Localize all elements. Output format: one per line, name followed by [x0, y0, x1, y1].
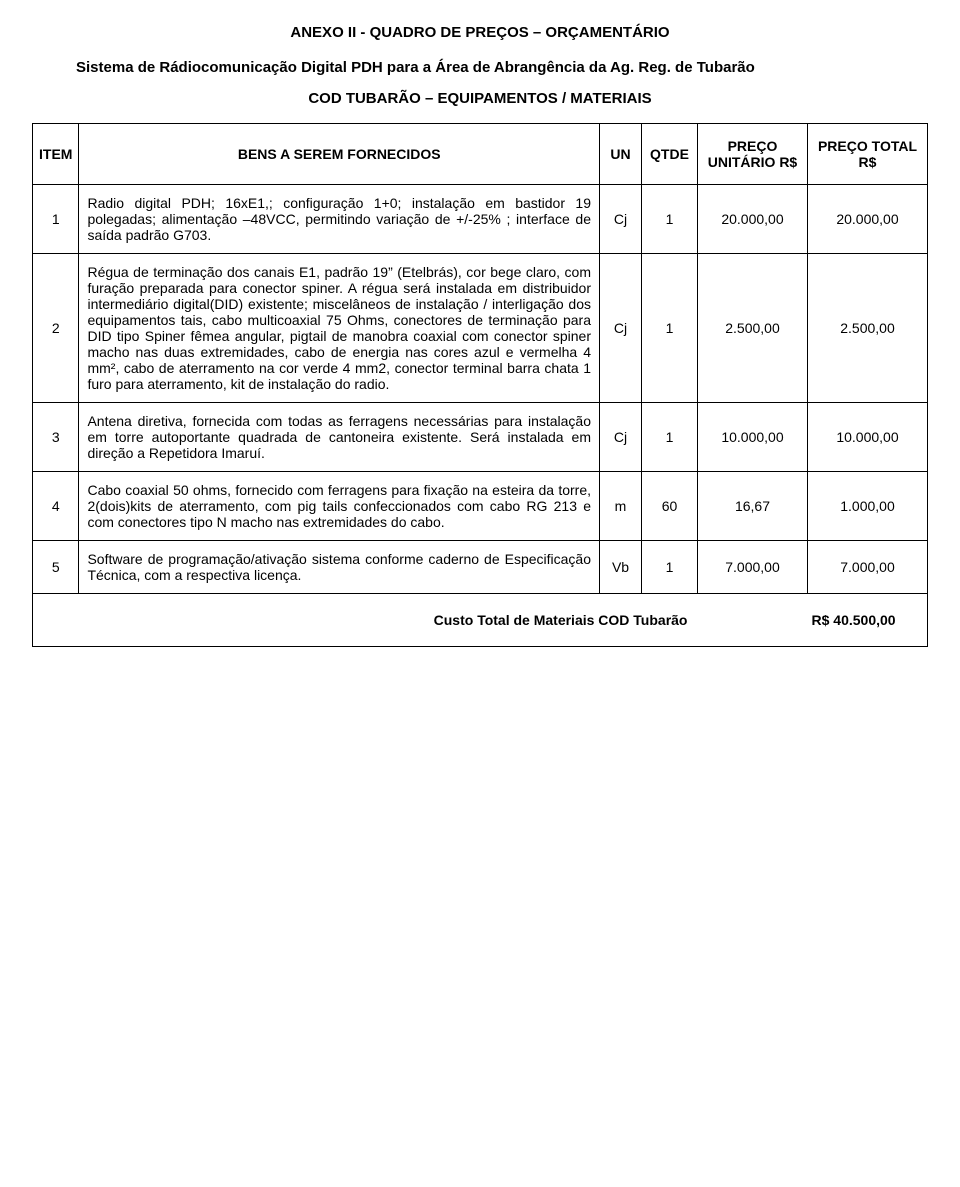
footer-value: R$ 40.500,00 [808, 594, 928, 647]
cell-un: Cj [600, 403, 642, 472]
cod-line: COD TUBARÃO – EQUIPAMENTOS / MATERIAIS [32, 90, 928, 107]
table-row: 1 Radio digital PDH; 16xE1,; configuraçã… [33, 185, 928, 254]
header-item: ITEM [33, 124, 79, 185]
cell-item: 1 [33, 185, 79, 254]
cell-item: 3 [33, 403, 79, 472]
cell-qtde: 1 [642, 403, 698, 472]
cell-desc: Software de programação/ativação sistema… [79, 541, 600, 594]
cell-total: 10.000,00 [808, 403, 928, 472]
table-row: 3 Antena diretiva, fornecida com todas a… [33, 403, 928, 472]
header-desc: BENS A SEREM FORNECIDOS [79, 124, 600, 185]
footer-empty [698, 594, 808, 647]
header-qtde: QTDE [642, 124, 698, 185]
footer-label: Custo Total de Materiais COD Tubarão [33, 594, 698, 647]
cell-total: 2.500,00 [808, 254, 928, 403]
table-row: 5 Software de programação/ativação siste… [33, 541, 928, 594]
cell-desc: Régua de terminação dos canais E1, padrã… [79, 254, 600, 403]
cell-unit: 16,67 [698, 472, 808, 541]
header-un: UN [600, 124, 642, 185]
cell-qtde: 1 [642, 185, 698, 254]
cell-total: 1.000,00 [808, 472, 928, 541]
page-title: ANEXO II - QUADRO DE PREÇOS – ORÇAMENTÁR… [32, 24, 928, 41]
cell-total: 20.000,00 [808, 185, 928, 254]
table-header-row: ITEM BENS A SEREM FORNECIDOS UN QTDE PRE… [33, 124, 928, 185]
cell-desc: Antena diretiva, fornecida com todas as … [79, 403, 600, 472]
cell-qtde: 60 [642, 472, 698, 541]
cell-un: Vb [600, 541, 642, 594]
cell-un: m [600, 472, 642, 541]
cell-desc: Radio digital PDH; 16xE1,; configuração … [79, 185, 600, 254]
cell-qtde: 1 [642, 254, 698, 403]
cell-unit: 10.000,00 [698, 403, 808, 472]
cell-unit: 2.500,00 [698, 254, 808, 403]
cell-un: Cj [600, 185, 642, 254]
cell-total: 7.000,00 [808, 541, 928, 594]
cell-unit: 20.000,00 [698, 185, 808, 254]
page-subtitle: Sistema de Rádiocomunicação Digital PDH … [32, 59, 928, 76]
cell-unit: 7.000,00 [698, 541, 808, 594]
cell-un: Cj [600, 254, 642, 403]
cell-item: 5 [33, 541, 79, 594]
cell-item: 2 [33, 254, 79, 403]
table-row: 2 Régua de terminação dos canais E1, pad… [33, 254, 928, 403]
table-footer-row: Custo Total de Materiais COD Tubarão R$ … [33, 594, 928, 647]
header-total: PREÇO TOTAL R$ [808, 124, 928, 185]
cell-qtde: 1 [642, 541, 698, 594]
price-table: ITEM BENS A SEREM FORNECIDOS UN QTDE PRE… [32, 123, 928, 647]
cell-item: 4 [33, 472, 79, 541]
header-unit: PREÇO UNITÁRIO R$ [698, 124, 808, 185]
cell-desc: Cabo coaxial 50 ohms, fornecido com ferr… [79, 472, 600, 541]
table-row: 4 Cabo coaxial 50 ohms, fornecido com fe… [33, 472, 928, 541]
